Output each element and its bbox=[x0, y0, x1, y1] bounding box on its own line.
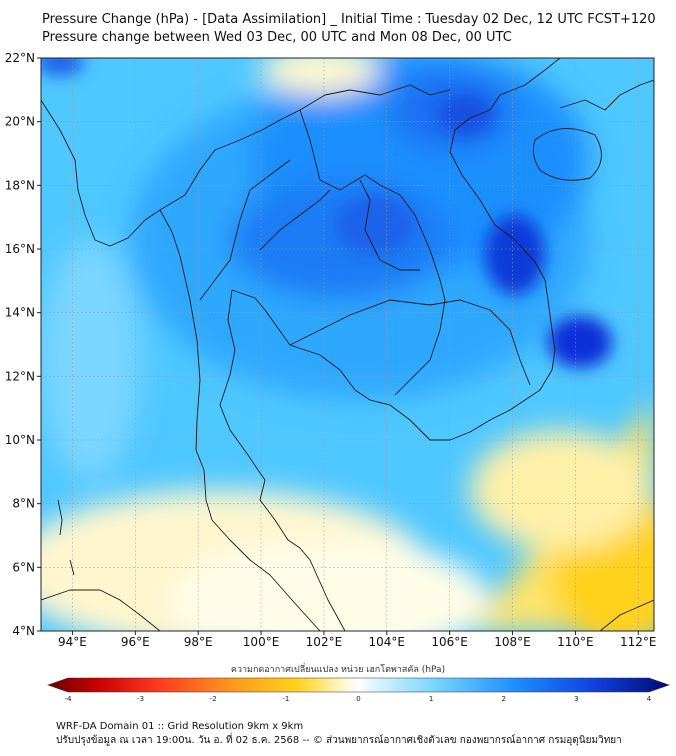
y-tick-label: 14°N bbox=[5, 306, 35, 320]
y-tick-label: 12°N bbox=[5, 369, 35, 383]
y-tick-label: 18°N bbox=[5, 178, 35, 192]
colorbar-tick-label: 4 bbox=[647, 695, 652, 703]
pressure-field bbox=[41, 58, 654, 631]
x-tick-label: 110°E bbox=[557, 635, 594, 649]
x-tick-label: 100°E bbox=[243, 635, 280, 649]
colorbar-tick-label: -1 bbox=[282, 695, 289, 703]
colorbar: -4 -3 -2 -1 0 1 2 3 4 bbox=[47, 677, 670, 703]
x-tick-label: 106°E bbox=[431, 635, 468, 649]
y-tick-label: 16°N bbox=[5, 242, 35, 256]
y-tick-label: 10°N bbox=[5, 433, 35, 447]
colorbar-tick-label: 2 bbox=[502, 695, 506, 703]
y-tick-label: 4°N bbox=[12, 624, 35, 638]
colorbar-gradient bbox=[47, 677, 670, 693]
map-subtitle: Pressure change between Wed 03 Dec, 00 U… bbox=[42, 30, 512, 45]
map-frame bbox=[40, 57, 655, 632]
x-tick-label: 108°E bbox=[494, 635, 531, 649]
graticule bbox=[41, 57, 654, 632]
coastlines-borders bbox=[41, 58, 654, 631]
x-tick-label: 104°E bbox=[369, 635, 406, 649]
y-tick-label: 6°N bbox=[12, 560, 35, 574]
x-tick-label: 102°E bbox=[306, 635, 343, 649]
pressure-change-map: 94°E 96°E 98°E 100°E 102°E 104°E 106°E 108°E 110… bbox=[5, 51, 657, 649]
colorbar-tick-label: 0 bbox=[356, 695, 360, 703]
colorbar-tick-label: 3 bbox=[574, 695, 578, 703]
x-tick-label: 98°E bbox=[184, 635, 213, 649]
x-tick-label: 96°E bbox=[121, 635, 150, 649]
x-axis: 94°E 96°E 98°E 100°E 102°E 104°E 106°E 108°E 110… bbox=[58, 631, 657, 649]
colorbar-tick-label: -2 bbox=[210, 695, 217, 703]
colorbar-ticks: -4 -3 -2 -1 0 1 2 3 4 bbox=[65, 695, 652, 703]
map-title: Pressure Change (hPa) - [Data Assimilati… bbox=[42, 12, 656, 27]
y-axis: 22°N 20°N 18°N 16°N 14°N 12°N 10°N 8°N 6°N 4°N bbox=[5, 51, 41, 638]
update-credit: ปรับปรุงข้อมูล ณ เวลา 19:00น. วัน อ. ที่… bbox=[56, 735, 622, 746]
y-tick-label: 20°N bbox=[5, 115, 35, 129]
colorbar-tick-label: -3 bbox=[137, 695, 144, 703]
colorbar-tick-label: -4 bbox=[65, 695, 73, 703]
x-tick-label: 94°E bbox=[58, 635, 87, 649]
y-tick-label: 8°N bbox=[12, 497, 35, 511]
colorbar-tick-label: 1 bbox=[429, 695, 433, 703]
x-tick-label: 112°E bbox=[620, 635, 657, 649]
model-info: WRF-DA Domain 01 :: Grid Resolution 9km … bbox=[56, 721, 304, 732]
colorbar-title: ความกดอากาศเปลี่ยนแปลง หน่วย เฮกโตพาสคัล… bbox=[230, 665, 446, 675]
y-tick-label: 22°N bbox=[5, 51, 35, 65]
